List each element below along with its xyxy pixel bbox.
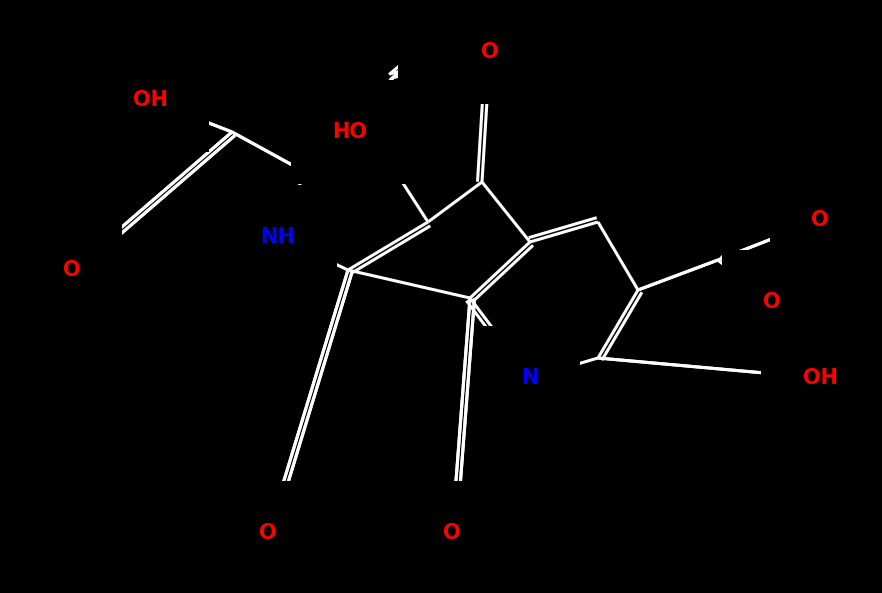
Text: O: O bbox=[64, 260, 81, 280]
Text: O: O bbox=[811, 210, 829, 230]
Text: O: O bbox=[259, 523, 277, 543]
Text: O: O bbox=[443, 523, 460, 543]
Text: O: O bbox=[482, 42, 499, 62]
Text: O: O bbox=[763, 292, 781, 312]
Text: N: N bbox=[521, 368, 539, 388]
Text: HO: HO bbox=[333, 122, 368, 142]
Text: NH: NH bbox=[260, 227, 295, 247]
Text: OH: OH bbox=[132, 90, 168, 110]
Text: O: O bbox=[439, 20, 457, 40]
Text: OH: OH bbox=[803, 368, 838, 388]
